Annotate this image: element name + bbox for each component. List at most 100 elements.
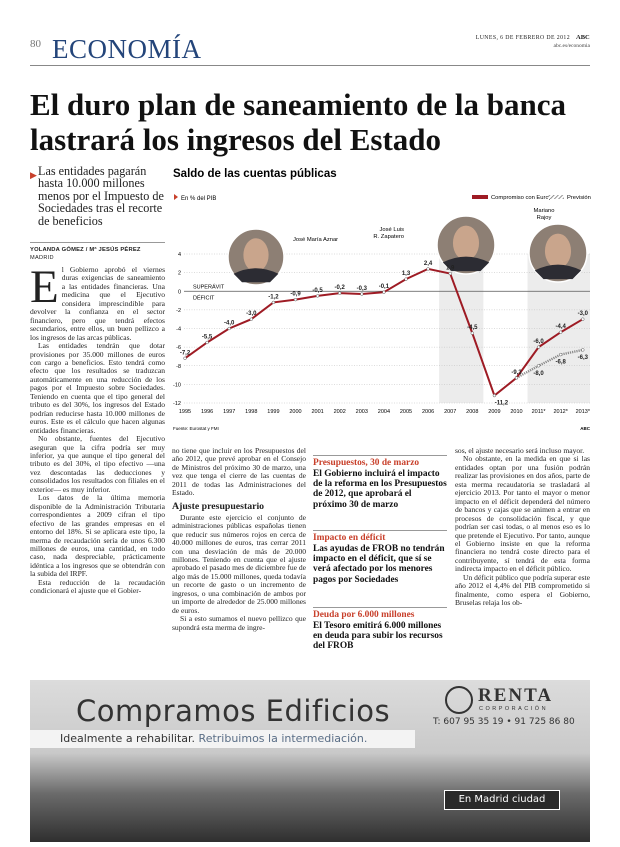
ad-logo-icon	[445, 686, 473, 714]
x-tick-label: 1998	[245, 409, 257, 415]
x-tick-label: 2003	[356, 409, 368, 415]
person-label: R. Zapatero	[373, 234, 404, 240]
paragraph: no tiene que incluir en los Presupuestos…	[172, 447, 306, 498]
paragraph: Los datos de la última memoria disponibl…	[30, 493, 165, 579]
body-column: no tiene que incluir en los Presupuestos…	[172, 447, 306, 672]
sidebar-kicker: Presupuestos, 30 de marzo	[313, 458, 420, 468]
value-label: -11,2	[495, 401, 509, 407]
portrait-suit	[442, 256, 490, 272]
legend-swatch	[472, 195, 488, 199]
ad-tagline: Idealmente a rehabilitar. Retribuimos la…	[60, 732, 367, 745]
data-point	[470, 331, 474, 335]
y-tick-label: -4	[176, 327, 181, 333]
legend-label: Compromiso con Europa	[491, 195, 556, 201]
value-label: -1,2	[268, 294, 279, 300]
portrait-face	[544, 233, 572, 269]
data-point	[293, 297, 298, 302]
subtitle-marker	[174, 194, 178, 200]
x-tick-label: 2009	[488, 409, 500, 415]
y-tick-label: 4	[178, 252, 181, 258]
series-line	[515, 348, 584, 379]
data-point	[249, 317, 253, 321]
value-label: -0,2	[335, 285, 346, 291]
page-number: 80	[30, 38, 41, 50]
paragraph: sos, el ajuste necesario será incluso ma…	[455, 447, 585, 455]
legend-label: Previsión del FMI	[567, 195, 592, 201]
data-point	[338, 291, 342, 295]
value-label: -4,4	[556, 324, 567, 330]
y-tick-label: -2	[176, 308, 181, 314]
portrait-face	[452, 225, 480, 261]
ad-badge: En Madrid ciudad	[444, 790, 560, 810]
ad-tagline-1: Idealmente a rehabilitar.	[60, 732, 196, 745]
x-tick-label: 2010	[510, 409, 522, 415]
x-tick-label: 2002	[334, 409, 346, 415]
url: abc.es/economia	[553, 43, 591, 49]
portrait-suit	[534, 264, 582, 280]
header-rule	[30, 65, 590, 66]
data-point	[559, 330, 563, 334]
rule	[30, 242, 165, 243]
paragraph: Durante este ejercicio el conjunto de ad…	[172, 512, 306, 615]
value-label: 1,3	[402, 271, 411, 277]
data-point	[426, 267, 430, 271]
data-point	[183, 356, 187, 360]
ad-band	[30, 730, 415, 748]
data-point	[360, 292, 364, 296]
y-tick-label: -12	[173, 401, 181, 407]
value-label: -7,2	[180, 350, 191, 356]
value-label: -4,5	[467, 325, 478, 331]
data-point	[559, 352, 563, 357]
value-label: 2,4	[424, 261, 433, 267]
paragraph: No obstante, fuentes del Ejecutivo asegu…	[30, 434, 165, 494]
value-label: -0,9	[290, 292, 301, 298]
dateline: MADRID	[30, 255, 54, 261]
data-point	[581, 348, 585, 352]
data-point	[227, 326, 231, 331]
chart-source: Fuente: Eurostat y FMI	[173, 426, 219, 431]
sidebar-kicker: Impacto en déficit	[313, 533, 386, 543]
body-column: El Gobierno aprobó el viernes duras exig…	[30, 266, 165, 672]
advertisement: Compramos Edificios Idealmente a rehabil…	[30, 680, 590, 842]
chart-title: Saldo de las cuentas públicas	[173, 168, 337, 180]
paragraph: Un déficit público que podría superar es…	[455, 572, 590, 608]
x-tick-label: 2005	[400, 409, 412, 415]
subhead: Las entidades pagarán hasta 10.000 millo…	[38, 164, 164, 228]
sidebar-text: Las ayudas de FROB no tendrán impacto en…	[313, 544, 445, 585]
value-label: -0,3	[357, 286, 368, 292]
body-column: sos, el ajuste necesario será incluso ma…	[455, 447, 590, 672]
value-label: -9,3	[511, 370, 522, 376]
y-tick-label: -10	[173, 382, 181, 388]
paragraph: Si a esto sumamos el nuevo pellizco que …	[172, 614, 306, 632]
sidebar-item: Presupuestos, 30 de marzo El Gobierno inc…	[313, 455, 447, 510]
data-point	[581, 317, 585, 321]
x-tick-label: 2006	[422, 409, 434, 415]
value-label: -8,0	[533, 371, 544, 377]
x-tick-label: 2011*	[532, 409, 547, 415]
portrait-face	[243, 238, 269, 272]
data-point	[536, 345, 541, 349]
ad-brand-sub: CORPORACIÓN	[479, 706, 549, 712]
x-tick-label: 1996	[201, 409, 213, 415]
annotation: DÉFICIT	[193, 294, 215, 301]
chart: Saldo de las cuentas públicas En % del P…	[173, 168, 592, 431]
value-label: -4,0	[224, 321, 235, 327]
chart-subtitle: En % del PIB	[181, 196, 216, 202]
x-tick-label: 1997	[223, 409, 235, 415]
bullet: ▶	[30, 170, 37, 180]
portrait-suit	[233, 268, 279, 283]
person-label: José María Aznar	[293, 237, 338, 243]
value-label: -5,5	[202, 334, 213, 340]
value-label: -6,8	[556, 360, 567, 366]
data-point	[315, 294, 320, 298]
ad-tagline-2: Retribuimos la intermediación.	[198, 732, 368, 745]
value-label: -3,0	[246, 311, 257, 317]
x-tick-label: 1995	[179, 409, 191, 415]
paragraph: Las entidades tendrán que dotar provisio…	[30, 341, 165, 435]
data-point	[205, 340, 209, 345]
chart-credit: ABC	[580, 426, 590, 431]
data-point	[404, 277, 408, 281]
subheading: Ajuste presupuestario	[172, 500, 265, 512]
sidebar-text: El Tesoro emitirá 6.000 millones en deud…	[313, 621, 443, 652]
